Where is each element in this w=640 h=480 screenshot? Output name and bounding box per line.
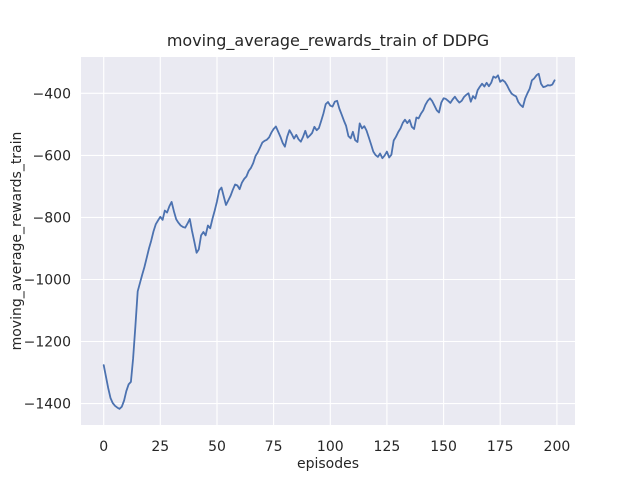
x-tick-label: 100 xyxy=(317,439,344,455)
y-tick-label: −600 xyxy=(33,148,71,164)
y-axis-label: moving_average_rewards_train xyxy=(9,131,25,351)
x-tick-label: 175 xyxy=(487,439,514,455)
x-tick-label: 25 xyxy=(151,439,169,455)
x-tick-label: 0 xyxy=(99,439,108,455)
y-tick-label: −1400 xyxy=(24,397,71,413)
y-tick-label: −800 xyxy=(33,210,71,226)
axes-background xyxy=(81,57,575,425)
x-tick-label: 200 xyxy=(544,439,571,455)
y-tick-label: −400 xyxy=(33,86,71,102)
y-tick-label: −1200 xyxy=(24,335,71,351)
x-axis-label: episodes xyxy=(296,456,360,472)
x-tick-label: 75 xyxy=(265,439,283,455)
x-tick-label: 125 xyxy=(374,439,401,455)
x-tick-label: 150 xyxy=(430,439,457,455)
x-tick-label: 50 xyxy=(208,439,226,455)
y-tick-label: −1000 xyxy=(24,273,71,289)
chart-title: moving_average_rewards_train of DDPG xyxy=(166,31,490,50)
series-line xyxy=(102,72,556,410)
